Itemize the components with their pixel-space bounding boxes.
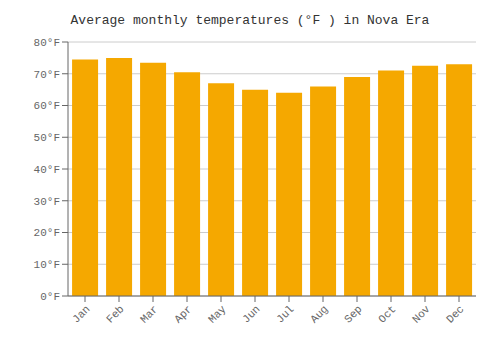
svg-text:70°F: 70°F [34, 69, 60, 81]
svg-text:0°F: 0°F [40, 291, 60, 303]
svg-text:30°F: 30°F [34, 196, 60, 208]
svg-text:Nov: Nov [410, 303, 433, 326]
svg-text:80°F: 80°F [34, 37, 60, 49]
svg-text:Oct: Oct [376, 303, 398, 325]
html-text:Average monthly temperatures (: Average monthly temperatures (°F ) in No… [70, 13, 430, 28]
svg-text:50°F: 50°F [34, 132, 60, 144]
svg-text:40°F: 40°F [34, 164, 60, 176]
svg-text:10°F: 10°F [34, 259, 60, 271]
svg-text:Sep: Sep [342, 303, 364, 325]
svg-text:Dec: Dec [444, 303, 466, 325]
svg-text:May: May [206, 303, 229, 326]
svg-text:Jul: Jul [274, 303, 296, 325]
svg-text:Jun: Jun [240, 303, 262, 325]
svg-text:Feb: Feb [104, 303, 126, 325]
svg-text:20°F: 20°F [34, 227, 60, 239]
svg-text:Jan: Jan [70, 303, 92, 325]
svg-text:Mar: Mar [138, 303, 160, 325]
svg-text:Apr: Apr [172, 303, 194, 325]
svg-text:60°F: 60°F [34, 100, 60, 112]
svg-text:Aug: Aug [308, 303, 330, 325]
